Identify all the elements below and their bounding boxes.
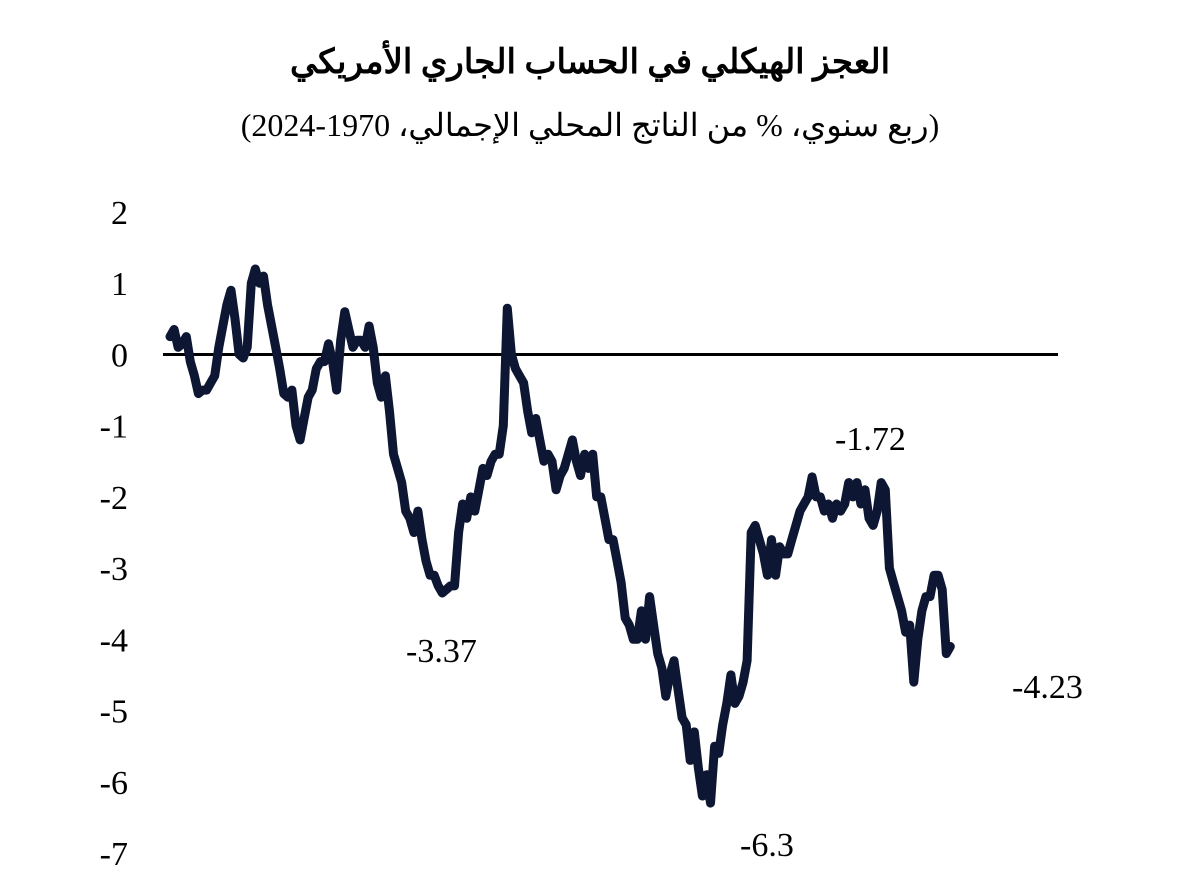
y-tick-label: -1 (100, 409, 128, 446)
y-tick-label: 2 (111, 195, 128, 232)
y-tick-label: -2 (100, 480, 128, 517)
y-tick-label: -5 (100, 694, 128, 731)
annotations: -3.37 -1.72 -6.3 -4.23 (406, 421, 1083, 864)
y-tick-label: 0 (111, 337, 128, 374)
annotation-label: -3.37 (406, 633, 477, 670)
chart-subtitle: (ربع سنوي، % من الناتج المحلي الإجمالي، … (240, 107, 940, 143)
annotation-label: -4.23 (1012, 669, 1083, 706)
annotation-label: -1.72 (835, 421, 906, 458)
chart-title: العجز الهيكلي في الحساب الجاري الأمريكي (289, 44, 891, 81)
y-tick-label: -3 (100, 551, 128, 588)
annotation-label: -6.3 (740, 827, 794, 864)
y-tick-label: 1 (111, 266, 128, 303)
y-tick-label: -4 (100, 622, 128, 659)
series-line (165, 264, 955, 808)
y-tick-label: -6 (100, 765, 128, 802)
y-axis: 2 1 0 -1 -2 -3 -4 -5 -6 -7 (100, 195, 128, 873)
y-tick-label: -7 (100, 836, 128, 873)
